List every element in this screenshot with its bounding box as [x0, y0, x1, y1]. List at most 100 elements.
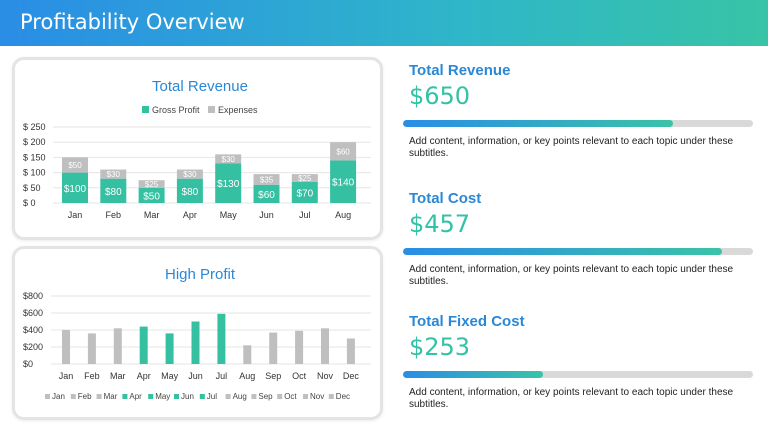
legend-swatch-jun [174, 394, 179, 399]
x-tick-label: Dec [343, 371, 360, 381]
x-tick-label: Nov [317, 371, 334, 381]
kpi-description: Add content, information, or key points … [409, 136, 734, 159]
bar-aug [243, 345, 252, 364]
kpi-value: $457 [409, 210, 471, 238]
bar-jul [217, 313, 226, 364]
x-tick-label: May [220, 210, 238, 220]
bar-feb [87, 333, 96, 364]
kpi-title: Total Cost [409, 190, 482, 207]
high-profit-chart: High Profit $800 $600 $400 $200 $0 Jan Feb Mar Ap… [23, 266, 371, 401]
kpi-title: Total Fixed Cost [409, 313, 525, 330]
legend-swatch-feb [70, 394, 76, 399]
bar-dec [346, 338, 355, 364]
legend-label-nov: Nov [310, 392, 324, 401]
bar-expenses [62, 157, 88, 173]
kpi-value: $253 [409, 333, 471, 361]
legend-swatch-jul [199, 394, 205, 399]
legend-label-aug: Aug [233, 392, 247, 401]
legend-label-gross-profit: Gross Profit [152, 105, 200, 115]
y-tick-label: $ 100 [23, 168, 46, 178]
bar-gross-profit [253, 184, 280, 203]
legend-label-may: May [155, 392, 170, 401]
data-label-gross-profit: $70 [296, 188, 313, 199]
kpi-total-revenue: Total Revenue $650 Add content, informat… [403, 62, 753, 172]
high-profit-chart-card: High Profit $800 $600 $400 $200 $0 Jan Feb Mar Ap… [12, 246, 383, 420]
bar-gross-profit [291, 181, 318, 203]
bar-gross-profit [215, 163, 242, 203]
x-tick-label: Jan [59, 371, 74, 381]
x-tick-label: May [161, 371, 179, 381]
bar-expenses [215, 154, 242, 164]
y-tick-label: $200 [23, 342, 43, 352]
data-label-gross-profit: $80 [182, 187, 199, 198]
y-tick-label: $ 200 [23, 137, 46, 147]
legend-swatch-nov [303, 394, 308, 399]
legend-swatch-dec [328, 394, 334, 399]
legend-label-jan: Jan [52, 392, 65, 401]
kpi-title: Total Revenue [409, 62, 511, 79]
chart-title: Total Revenue [152, 78, 248, 95]
kpi-value: $650 [409, 82, 471, 110]
x-tick-label: Sep [265, 371, 281, 381]
bar-nov [321, 328, 329, 364]
bar-oct [295, 330, 304, 364]
bar-expenses [330, 142, 357, 161]
data-label-expenses: $25 [145, 180, 159, 189]
data-label-gross-profit: $100 [64, 184, 87, 195]
kpi-progress-track [403, 120, 753, 127]
legend-swatch-mar [96, 394, 102, 399]
data-label-expenses: $35 [260, 175, 274, 184]
legend-swatch-oct [277, 394, 283, 399]
x-tick-label: Aug [239, 371, 255, 381]
bar-gross-profit [100, 178, 127, 203]
chart-title: High Profit [165, 266, 236, 283]
page-title: Profitability Overview [20, 10, 245, 34]
kpi-progress-track [403, 248, 753, 255]
legend-swatch-may [148, 394, 154, 399]
kpi-progress-fill [403, 371, 543, 378]
legend-swatch-aug [225, 394, 231, 399]
kpi-description: Add content, information, or key points … [409, 387, 734, 410]
y-tick-label: $ 50 [23, 183, 41, 193]
kpi-progress-fill [403, 248, 722, 255]
x-tick-label: Apr [183, 210, 197, 220]
legend-label-oct: Oct [284, 392, 297, 401]
y-tick-label: $0 [23, 359, 33, 369]
legend-swatch-expenses [208, 106, 215, 113]
legend-label-jul: Jul [207, 392, 217, 401]
x-tick-label: Apr [137, 371, 151, 381]
header-bar: Profitability Overview [0, 0, 768, 46]
data-label-expenses: $30 [183, 170, 197, 179]
data-label-expenses: $60 [336, 147, 350, 156]
bar-gross-profit [138, 187, 165, 203]
bar-jun [191, 321, 200, 364]
data-label-gross-profit: $60 [258, 190, 275, 201]
x-tick-label: Jan [68, 210, 83, 220]
data-label-gross-profit: $130 [217, 179, 240, 190]
kpi-progress-fill [403, 120, 673, 127]
kpi-total-cost: Total Cost $457 Add content, information… [403, 190, 753, 300]
data-label-expenses: $25 [298, 174, 312, 183]
legend-label-apr: Apr [129, 392, 142, 401]
data-label-expenses: $30 [222, 155, 236, 164]
bar-gross-profit [176, 178, 203, 203]
bar-expenses [100, 169, 127, 179]
bar-expenses [291, 174, 318, 182]
bar-may [165, 333, 174, 364]
y-tick-label: $ 0 [23, 198, 36, 208]
x-tick-label: Feb [106, 210, 122, 220]
bar-gross-profit [62, 172, 88, 203]
legend-swatch-sep [251, 394, 257, 399]
x-tick-label: Mar [144, 210, 160, 220]
legend-label-dec: Dec [336, 392, 350, 401]
total-revenue-chart-card: Total Revenue Gross Profit Expenses $ 250 $ … [12, 57, 383, 240]
y-tick-label: $600 [23, 308, 43, 318]
bar-expenses [176, 169, 203, 179]
data-label-gross-profit: $50 [143, 191, 160, 202]
data-label-gross-profit: $80 [105, 187, 122, 198]
legend-label-sep: Sep [258, 392, 273, 401]
legend-swatch-jan [45, 394, 50, 399]
y-tick-label: $400 [23, 325, 43, 335]
bar-gross-profit [330, 160, 357, 203]
bar-jan [62, 330, 70, 364]
